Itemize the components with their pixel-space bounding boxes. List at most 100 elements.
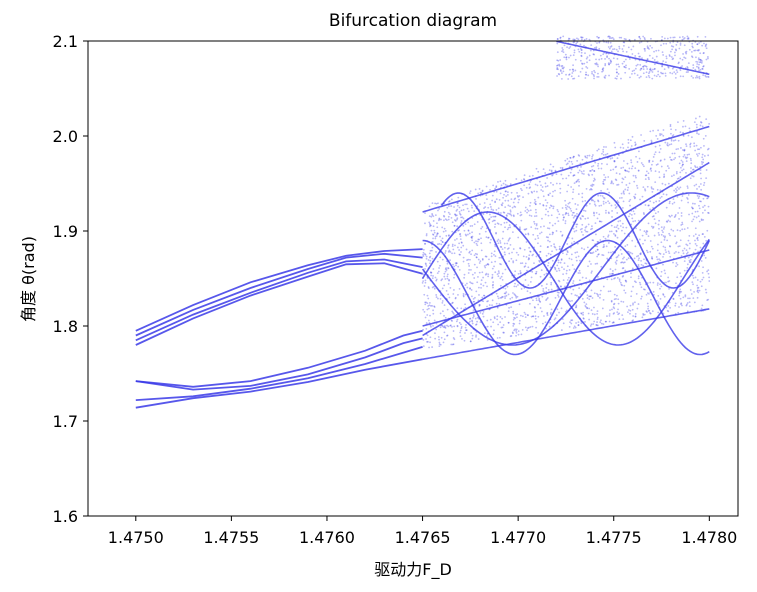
scatter-point (460, 307, 463, 310)
scatter-point (578, 184, 580, 187)
scatter-point (422, 308, 425, 311)
scatter-point (469, 287, 471, 290)
scatter-point (428, 346, 430, 349)
scatter-point (604, 74, 607, 77)
scatter-point (425, 255, 428, 258)
scatter-point (504, 297, 506, 299)
scatter-point (682, 125, 684, 128)
scatter-point (561, 177, 564, 180)
scatter-point (660, 44, 662, 47)
scatter-point (686, 263, 689, 266)
scatter-point (507, 293, 510, 296)
scatter-point (547, 288, 550, 291)
scatter-point (699, 58, 701, 61)
scatter-point (642, 242, 644, 245)
scatter-point (519, 270, 522, 272)
scatter-point (565, 163, 568, 166)
scatter-point (612, 321, 615, 324)
scatter-point (529, 186, 532, 189)
scatter-point (579, 59, 582, 62)
scatter-point (497, 223, 500, 225)
scatter-point (644, 262, 647, 265)
scatter-point (452, 343, 455, 346)
scatter-point (635, 281, 637, 284)
scatter-point (614, 204, 617, 206)
scatter-point (521, 315, 524, 318)
scatter-point (432, 312, 435, 315)
scatter-point (602, 285, 605, 288)
scatter-point (630, 145, 633, 147)
scatter-point (571, 72, 574, 74)
scatter-point (634, 245, 637, 248)
scatter-point (525, 255, 528, 258)
scatter-point (629, 204, 631, 207)
scatter-point (448, 200, 451, 202)
scatter-point (702, 137, 705, 140)
scatter-point (435, 294, 438, 296)
scatter-point (536, 234, 539, 237)
scatter-point (559, 285, 562, 287)
scatter-point (534, 310, 537, 313)
scatter-point (579, 259, 581, 262)
scatter-point (471, 337, 474, 340)
scatter-point (535, 272, 538, 275)
scatter-point (447, 325, 450, 328)
scatter-point (458, 268, 461, 271)
scatter-point (631, 217, 634, 220)
scatter-point (633, 280, 636, 283)
scatter-point (517, 236, 520, 239)
scatter-point (655, 75, 658, 78)
scatter-point (701, 67, 704, 70)
scatter-point (672, 45, 675, 48)
scatter-point (677, 177, 680, 180)
scatter-point (664, 72, 667, 75)
scatter-point (607, 242, 610, 244)
scatter-point (527, 266, 530, 269)
scatter-point (580, 170, 583, 173)
scatter-point (626, 189, 629, 191)
scatter-point (457, 196, 460, 199)
scatter-point (593, 203, 596, 206)
scatter-point (536, 227, 539, 230)
scatter-point (651, 215, 654, 218)
scatter-point (649, 44, 652, 47)
scatter-point (443, 272, 446, 275)
scatter-point (446, 277, 449, 280)
scatter-point (672, 57, 675, 60)
scatter-point (473, 254, 476, 257)
scatter-point (642, 165, 645, 168)
scatter-point (657, 129, 659, 132)
scatter-point (591, 225, 593, 228)
scatter-point (675, 191, 677, 194)
scatter-point (537, 332, 540, 334)
scatter-point (596, 275, 599, 278)
scatter-point (699, 58, 702, 61)
scatter-point (537, 170, 540, 173)
scatter-point (637, 169, 640, 172)
scatter-point (687, 71, 689, 73)
scatter-point (489, 188, 491, 191)
scatter-point (470, 236, 473, 238)
scatter-point (549, 276, 552, 279)
scatter-point (588, 260, 591, 263)
scatter-point (572, 174, 575, 177)
scatter-point (639, 198, 641, 201)
scatter-point (548, 169, 551, 172)
scatter-point (576, 251, 579, 254)
scatter-point (599, 289, 602, 292)
scatter-point (512, 292, 514, 294)
scatter-point (619, 219, 622, 222)
scatter-point (524, 279, 527, 281)
scatter-point (681, 161, 684, 163)
scatter-point (464, 303, 466, 306)
scatter-point (655, 267, 658, 270)
scatter-point (650, 69, 653, 72)
scatter-point (695, 56, 697, 59)
scatter-point (499, 245, 502, 248)
scatter-point (491, 267, 494, 270)
scatter-point (682, 38, 685, 40)
scatter-point (680, 224, 683, 226)
scatter-point (601, 68, 604, 71)
scatter-point (580, 231, 583, 233)
scatter-point (535, 255, 538, 258)
